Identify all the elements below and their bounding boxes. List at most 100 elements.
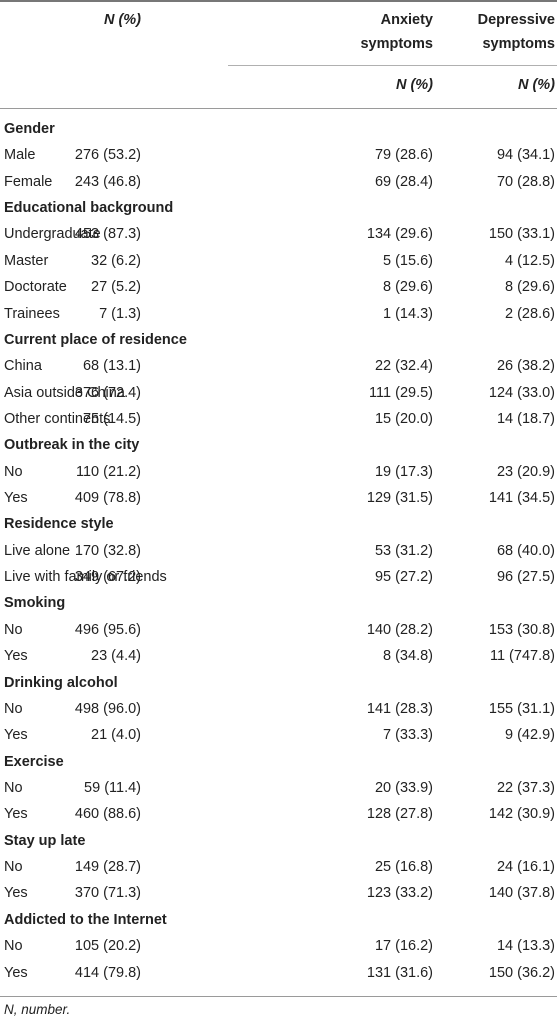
subheader-anxiety-n: N (%): [293, 73, 433, 97]
section-header-row: Educational background: [0, 195, 557, 221]
anxiety-cell: 134 (29.6): [366, 226, 433, 243]
depressive-cell: 96 (27.5): [496, 569, 555, 586]
section-header-row: Stay up late: [0, 828, 557, 854]
table-bottom-rule: [0, 996, 557, 997]
n-percent-cell: 370 (71.3): [74, 885, 141, 902]
subheader-depressive-n-text: N (%): [517, 77, 555, 93]
depressive-cell: 140 (37.8): [488, 885, 555, 902]
depressive-cell: 9 (42.9): [505, 727, 555, 744]
section-header-row: Exercise: [0, 749, 557, 775]
anxiety-cell: 8 (29.6): [383, 279, 433, 296]
row-label: Live alone: [4, 542, 71, 559]
row-label: No: [4, 938, 23, 955]
depressive-cell: 124 (33.0): [488, 384, 555, 401]
row-label: Trainees: [4, 305, 60, 322]
section-header-row: Gender: [0, 116, 557, 142]
section-header-row: Smoking: [0, 590, 557, 616]
header-n-text: N (%): [103, 12, 141, 28]
n-percent-cell: 23 (4.4): [91, 648, 141, 665]
depressive-cell: 14 (18.7): [496, 410, 555, 427]
row-label: No: [4, 779, 23, 796]
n-percent-cell: 59 (11.4): [84, 779, 141, 796]
anxiety-cell: 20 (33.9): [374, 779, 433, 796]
anxiety-cell: 17 (16.2): [374, 938, 433, 955]
table-row: No 110 (21.2) 19 (17.3) 23 (20.9): [0, 459, 557, 485]
depressive-cell: 142 (30.9): [488, 806, 555, 823]
anxiety-cell: 8 (34.8): [383, 648, 433, 665]
n-percent-cell: 21 (4.0): [91, 727, 141, 744]
table-row: Yes 370 (71.3) 123 (33.2) 140 (37.8): [0, 880, 557, 906]
table-row: Male 276 (53.2) 79 (28.6) 94 (34.1): [0, 142, 557, 168]
row-label: China: [4, 358, 42, 375]
n-percent-cell: 75 (14.5): [82, 410, 141, 427]
anxiety-cell: 7 (33.3): [383, 727, 433, 744]
header-anxiety: Anxiety symptoms: [293, 8, 433, 56]
table-row: Live alone 170 (32.8) 53 (31.2) 68 (40.0): [0, 538, 557, 564]
anxiety-cell: 131 (31.6): [366, 964, 433, 981]
row-label: Yes: [4, 885, 28, 902]
depressive-cell: 11 (747.8): [489, 648, 555, 665]
depressive-cell: 24 (16.1): [496, 859, 555, 876]
table-row: Live with family or friends 349 (67.2) 95 …: [0, 564, 557, 590]
subheader-anxiety-n-text: N (%): [395, 77, 433, 93]
depressive-cell: 70 (28.8): [496, 173, 555, 190]
section-label: Educational background: [4, 200, 174, 217]
n-percent-cell: 349 (67.2): [74, 569, 141, 586]
depressive-cell: 155 (31.1): [488, 700, 555, 717]
anxiety-cell: 95 (27.2): [374, 569, 433, 586]
anxiety-cell: 69 (28.4): [374, 173, 433, 190]
n-percent-cell: 496 (95.6): [74, 621, 141, 638]
table-row: Yes 23 (4.4) 8 (34.8) 11 (747.8): [0, 643, 557, 669]
header-anxiety-line2: symptoms: [360, 36, 433, 52]
section-header-row: Drinking alcohol: [0, 670, 557, 696]
section-label: Current place of residence: [4, 331, 187, 348]
anxiety-cell: 25 (16.8): [374, 859, 433, 876]
table-row: Other continents 75 (14.5) 15 (20.0) 14 (18…: [0, 406, 557, 432]
section-label: Drinking alcohol: [4, 674, 118, 691]
table-row: Master 32 (6.2) 5 (15.6) 4 (12.5): [0, 248, 557, 274]
table-footnote: N, number.: [4, 1002, 71, 1017]
depressive-cell: 14 (13.3): [496, 938, 555, 955]
row-label: No: [4, 700, 23, 717]
row-label: Male: [4, 147, 36, 164]
n-percent-cell: 460 (88.6): [74, 806, 141, 823]
anxiety-cell: 53 (31.2): [374, 542, 433, 559]
n-percent-cell: 170 (32.8): [74, 542, 141, 559]
row-label: Doctorate: [4, 279, 67, 296]
table-row: Trainees 7 (1.3) 1 (14.3) 2 (28.6): [0, 301, 557, 327]
section-header-row: Residence style: [0, 511, 557, 537]
n-percent-cell: 376 (72.4): [74, 384, 141, 401]
row-label: Live with family or friends: [4, 569, 167, 586]
header-depressive-line1: Depressive: [477, 12, 555, 28]
n-percent-cell: 110 (21.2): [75, 463, 141, 480]
row-label: Undergraduate: [4, 226, 101, 243]
table-row: No 149 (28.7) 25 (16.8) 24 (16.1): [0, 854, 557, 880]
row-label: Yes: [4, 964, 28, 981]
header-subrule: [228, 65, 557, 66]
anxiety-cell: 1 (14.3): [383, 305, 433, 322]
depressive-cell: 23 (20.9): [496, 463, 555, 480]
n-percent-cell: 409 (78.8): [74, 490, 141, 507]
section-label: Addicted to the Internet: [4, 911, 167, 928]
header-anxiety-line1: Anxiety: [380, 12, 433, 28]
row-label: Yes: [4, 806, 28, 823]
table-row: Doctorate 27 (5.2) 8 (29.6) 8 (29.6): [0, 274, 557, 300]
n-percent-cell: 276 (53.2): [74, 147, 141, 164]
section-label: Smoking: [4, 595, 66, 612]
section-label: Exercise: [4, 753, 64, 770]
anxiety-cell: 5 (15.6): [383, 252, 433, 269]
table-row: China 68 (13.1) 22 (32.4) 26 (38.2): [0, 353, 557, 379]
section-label: Stay up late: [4, 832, 86, 849]
header-n-percent: N (%): [21, 8, 141, 32]
row-label: Asia outside China: [4, 384, 125, 401]
section-label: Outbreak in the city: [4, 437, 140, 454]
subheader-depressive-n: N (%): [435, 73, 555, 97]
header-depressive-line2: symptoms: [482, 36, 555, 52]
anxiety-cell: 141 (28.3): [366, 700, 433, 717]
row-label: No: [4, 859, 23, 876]
table-row: Yes 409 (78.8) 129 (31.5) 141 (34.5): [0, 485, 557, 511]
row-label: No: [4, 621, 23, 638]
row-label: Yes: [4, 727, 28, 744]
n-percent-cell: 27 (5.2): [91, 279, 141, 296]
depressive-cell: 94 (34.1): [496, 147, 555, 164]
